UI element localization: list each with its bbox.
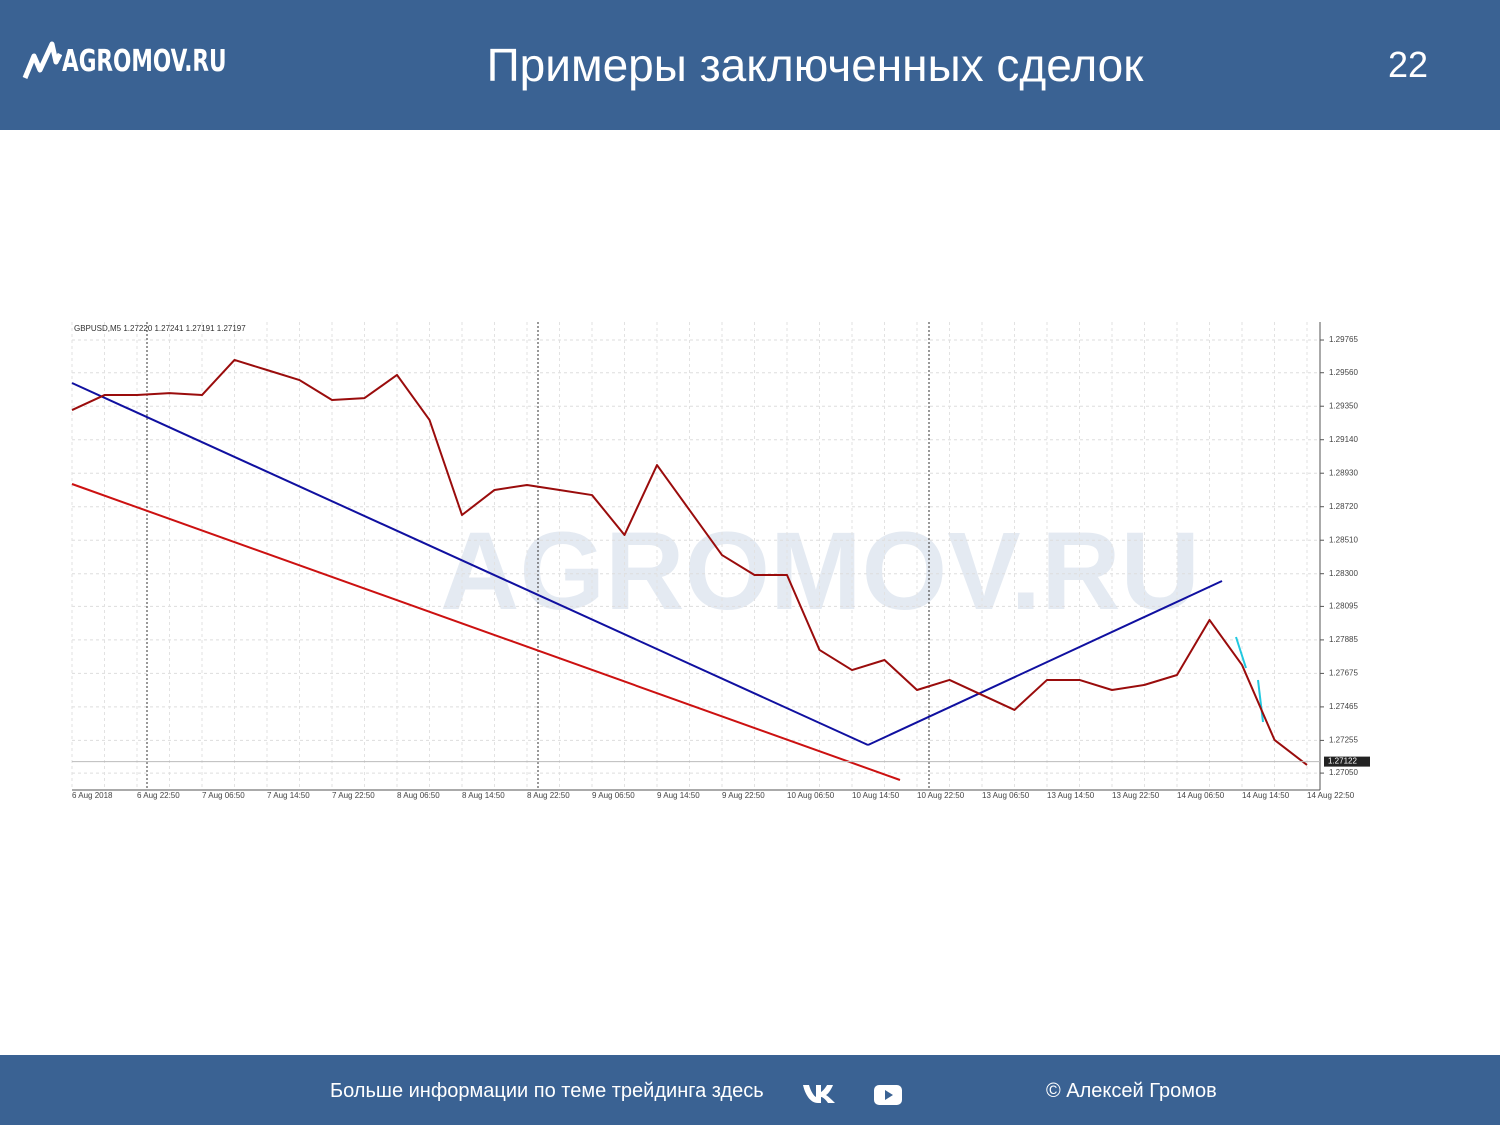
footer: Больше информации по теме трейдинга здес… <box>0 1055 1500 1125</box>
chart-header: GBPUSD,M5 1.27220 1.27241 1.27191 1.2719… <box>74 324 246 333</box>
trade-marker <box>1257 679 1264 723</box>
y-tick-label: 1.29140 <box>1329 435 1358 444</box>
x-tick-label: 13 Aug 22:50 <box>1112 791 1160 800</box>
trend-line <box>71 382 869 746</box>
x-tick-label: 7 Aug 22:50 <box>332 791 375 800</box>
x-tick-label: 8 Aug 06:50 <box>397 791 440 800</box>
y-tick-label: 1.27050 <box>1329 768 1358 777</box>
y-tick-label: 1.28300 <box>1329 569 1358 578</box>
x-tick-label: 14 Aug 14:50 <box>1242 791 1290 800</box>
header: AGROMOV.RU Примеры заключенных сделок 22 <box>0 0 1500 130</box>
trend-line <box>867 580 1223 746</box>
y-tick-label: 1.27675 <box>1329 669 1358 678</box>
logo-icon <box>22 41 62 79</box>
y-tick-label: 1.28930 <box>1329 468 1358 477</box>
x-tick-label: 8 Aug 14:50 <box>462 791 505 800</box>
vk-icon[interactable] <box>802 1082 836 1104</box>
last-price-box <box>1324 756 1370 767</box>
y-tick-label: 1.27885 <box>1329 635 1358 644</box>
y-tick-label: 1.27255 <box>1329 736 1358 745</box>
x-tick-label: 6 Aug 2018 <box>72 791 113 800</box>
x-tick-label: 10 Aug 06:50 <box>787 791 835 800</box>
slide-title: Примеры заключенных сделок <box>486 39 1144 91</box>
y-tick-label: 1.27465 <box>1329 702 1358 711</box>
trend-line <box>71 483 901 781</box>
x-tick-label: 13 Aug 14:50 <box>1047 791 1095 800</box>
x-tick-label: 14 Aug 06:50 <box>1177 791 1225 800</box>
page-number: 22 <box>1388 44 1429 85</box>
y-tick-label: 1.28720 <box>1329 502 1358 511</box>
x-tick-label: 7 Aug 14:50 <box>267 791 310 800</box>
x-tick-label: 9 Aug 14:50 <box>657 791 700 800</box>
y-tick-label: 1.28510 <box>1329 535 1358 544</box>
y-tick-label: 1.29350 <box>1329 401 1358 410</box>
x-tick-label: 9 Aug 06:50 <box>592 791 635 800</box>
trade-marker <box>1235 636 1247 669</box>
x-tick-label: 10 Aug 14:50 <box>852 791 900 800</box>
x-tick-label: 14 Aug 22:50 <box>1307 791 1355 800</box>
x-tick-label: 6 Aug 22:50 <box>137 791 180 800</box>
youtube-icon[interactable] <box>874 1085 902 1105</box>
x-tick-label: 13 Aug 06:50 <box>982 791 1030 800</box>
footer-text: Больше информации по теме трейдинга здес… <box>330 1080 764 1102</box>
x-tick-label: 10 Aug 22:50 <box>917 791 965 800</box>
x-tick-label: 7 Aug 06:50 <box>202 791 245 800</box>
price-line <box>71 358 1308 766</box>
y-tick-label: 1.29560 <box>1329 368 1358 377</box>
logo-text: AGROMOV.RU <box>62 44 227 79</box>
x-tick-label: 8 Aug 22:50 <box>527 791 570 800</box>
last-price-label: 1.27122 <box>1328 757 1357 766</box>
y-tick-label: 1.28095 <box>1329 602 1358 611</box>
y-tick-label: 1.29765 <box>1329 335 1358 344</box>
copyright: © Алексей Громов <box>1046 1080 1217 1102</box>
x-tick-label: 9 Aug 22:50 <box>722 791 765 800</box>
